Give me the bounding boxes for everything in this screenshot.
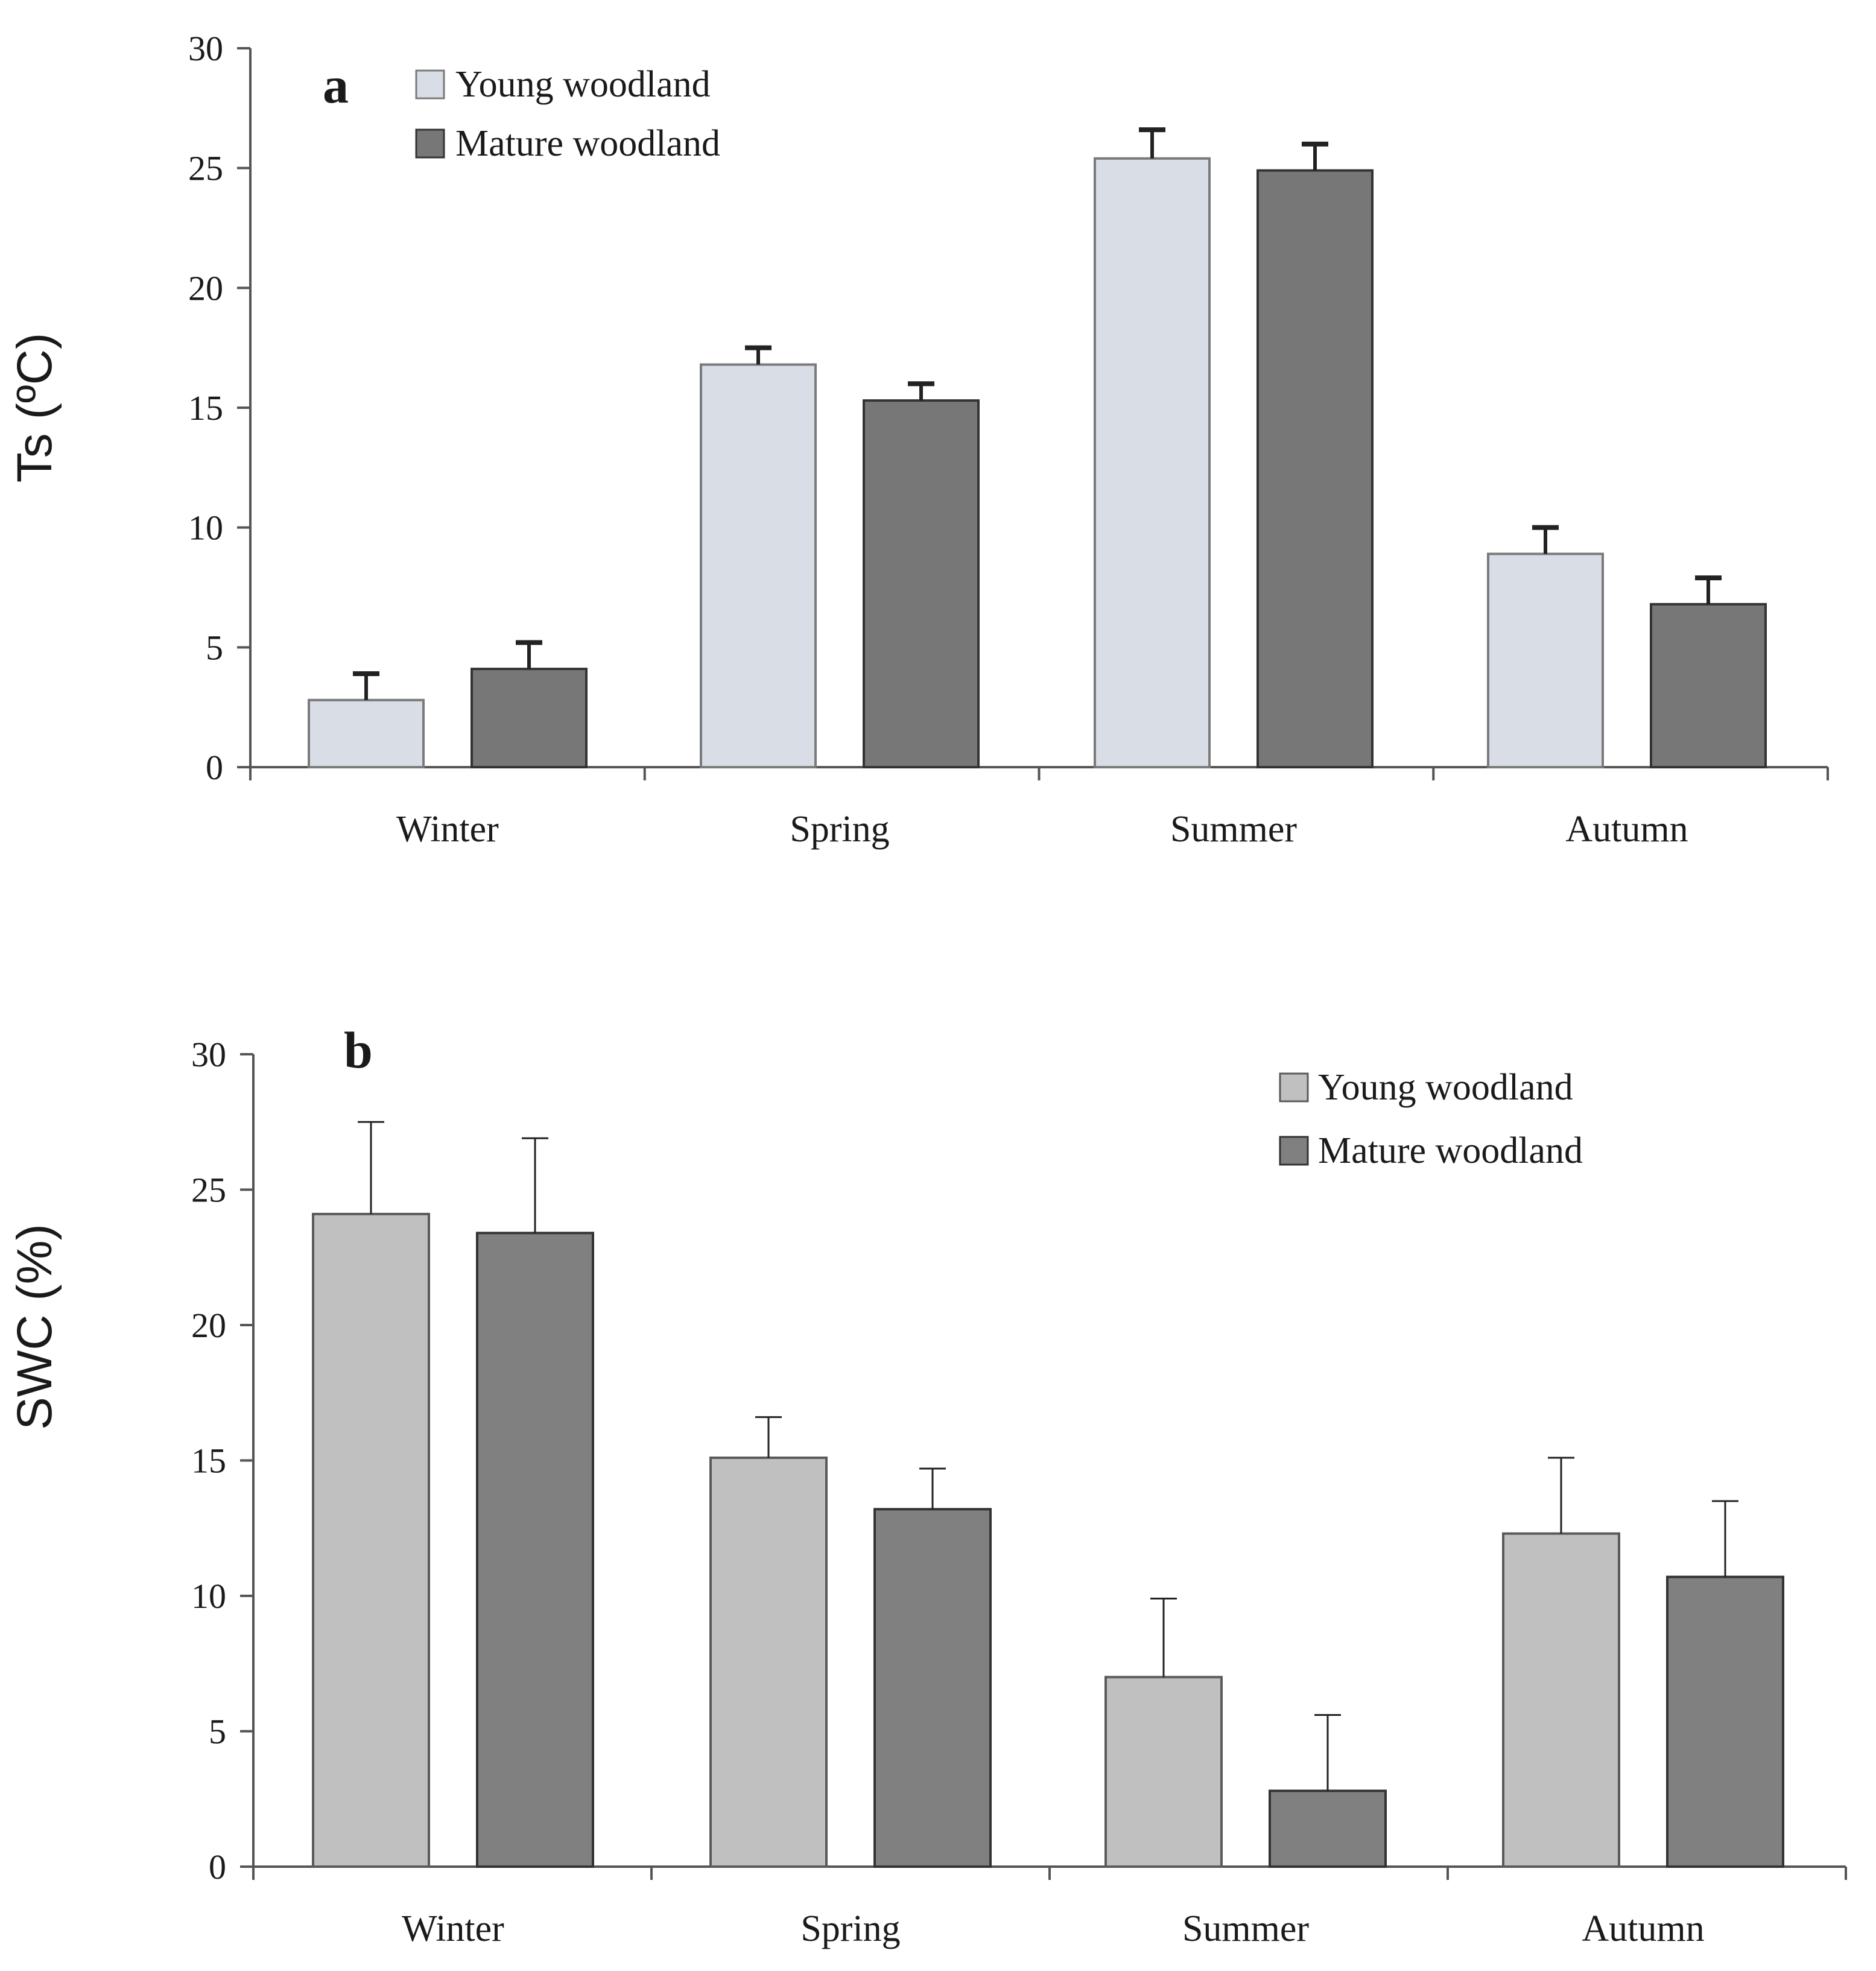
legend-label: Mature woodland (455, 123, 720, 164)
legend-swatch (415, 69, 445, 100)
legend-label: Mature woodland (1318, 1130, 1583, 1171)
bar-young-woodland (1104, 1675, 1223, 1868)
x-tick-label: Summer (1170, 809, 1297, 850)
bar-mature-woodland (471, 668, 588, 769)
legend-swatch (1279, 1136, 1309, 1166)
bar-mature-woodland (1256, 169, 1374, 768)
bar-young-woodland (1487, 552, 1604, 769)
bar-mature-woodland (873, 1508, 992, 1868)
bar-mature-woodland (1666, 1575, 1784, 1868)
bar-young-woodland (709, 1457, 828, 1868)
y-tick-label: 10 (191, 1577, 226, 1616)
x-tick-label: Summer (1182, 1908, 1309, 1949)
bar-mature-woodland (1269, 1789, 1387, 1868)
y-tick-label: 5 (206, 628, 223, 667)
x-tick-label: Spring (790, 809, 889, 850)
x-tick-label: Autumn (1582, 1908, 1704, 1949)
y-tick-label: 30 (191, 1035, 226, 1074)
y-tick-label: 5 (209, 1712, 226, 1751)
panel-letter: a (323, 56, 349, 114)
y-tick-label: 20 (191, 1306, 226, 1345)
y-tick-label: 0 (209, 1847, 226, 1887)
y-tick-label: 15 (188, 388, 223, 428)
y-tick-label: 25 (191, 1171, 226, 1210)
y-tick-label: 20 (188, 268, 223, 308)
panel-b: 0 5 10 15 20 25 30 Winter Spring Summer Autumn SWC … (7, 1021, 1847, 1949)
bar-young-woodland (700, 363, 817, 768)
bar-mature-woodland (1650, 603, 1767, 769)
panel-letter: b (344, 1021, 373, 1079)
panel-a: 0 5 10 15 20 25 30 Winter Spring Summer Autumn Ts (… (7, 29, 1829, 850)
x-tick-label: Spring (800, 1908, 900, 1949)
y-tick-label: 0 (206, 748, 223, 787)
legend-swatch (415, 128, 445, 159)
legend-label: Young woodland (1318, 1067, 1573, 1108)
bar-mature-woodland (863, 399, 980, 768)
bar-young-woodland (312, 1212, 430, 1868)
y-axis-title: Ts (ºC) (7, 333, 62, 483)
x-tick-label: Winter (396, 809, 499, 850)
x-tick-label: Autumn (1565, 809, 1688, 850)
bar-young-woodland (1502, 1532, 1620, 1868)
bar-young-woodland (1094, 157, 1211, 769)
y-axis-title: SWC (%) (7, 1224, 62, 1430)
bar-mature-woodland (476, 1232, 594, 1868)
y-tick-label: 15 (191, 1441, 226, 1481)
y-tick-label: 30 (188, 29, 223, 68)
y-tick-label: 10 (188, 508, 223, 548)
legend-label: Young woodland (455, 64, 711, 105)
y-tick-label: 25 (188, 149, 223, 188)
legend-swatch (1279, 1072, 1309, 1103)
bar-young-woodland (308, 698, 425, 769)
x-tick-label: Winter (402, 1908, 504, 1949)
